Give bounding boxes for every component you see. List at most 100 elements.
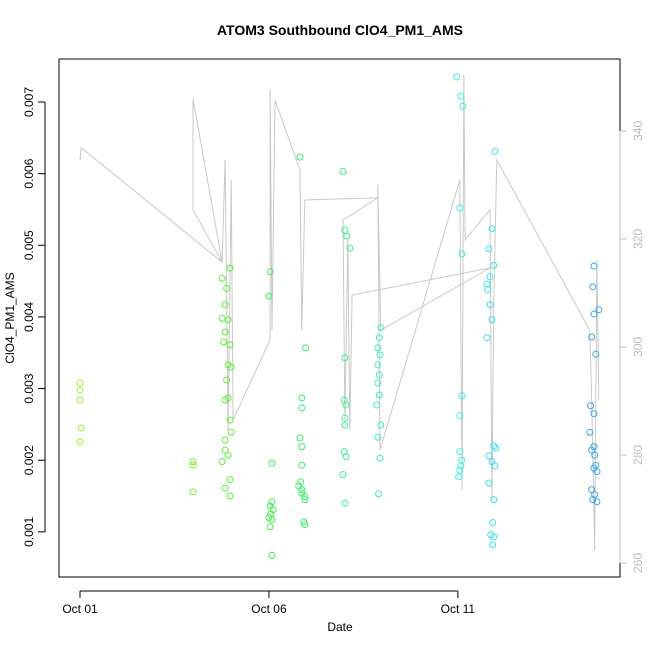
scatter-point bbox=[298, 443, 306, 451]
scatter-point bbox=[485, 479, 493, 487]
scatter-point bbox=[456, 466, 464, 474]
scatter-point bbox=[227, 363, 235, 371]
scatter-point bbox=[298, 394, 306, 402]
scatter-point bbox=[341, 421, 349, 429]
scatter-point bbox=[589, 283, 597, 291]
scatter-point bbox=[226, 476, 234, 484]
y2-tick-label: 340 bbox=[631, 121, 645, 141]
scatter-point bbox=[265, 292, 273, 300]
scatter-point bbox=[301, 493, 309, 501]
scatter-point bbox=[268, 552, 276, 560]
scatter-point bbox=[226, 264, 234, 272]
scatter-point bbox=[227, 428, 235, 436]
scatter-point bbox=[226, 492, 234, 500]
scatter-point bbox=[221, 446, 229, 454]
scatter-point bbox=[458, 392, 466, 400]
scatter-point bbox=[226, 341, 234, 349]
scatter-point bbox=[373, 401, 381, 409]
scatter-point bbox=[489, 541, 497, 549]
scatter-point bbox=[189, 458, 197, 466]
scatter-point bbox=[377, 421, 385, 429]
y-tick-label: 0.003 bbox=[22, 373, 36, 403]
y-tick-label: 0.007 bbox=[22, 87, 36, 117]
y-tick-label: 0.004 bbox=[22, 302, 36, 332]
scatter-point bbox=[595, 306, 603, 314]
scatter-point bbox=[268, 516, 276, 524]
scatter-point bbox=[456, 412, 464, 420]
scatter-point bbox=[486, 301, 494, 309]
scatter-point bbox=[376, 454, 384, 462]
scatter-point bbox=[589, 496, 597, 504]
scatter-point bbox=[221, 436, 229, 444]
scatter-point bbox=[223, 376, 231, 384]
scatter-point bbox=[590, 310, 598, 318]
scatter-point bbox=[266, 268, 274, 276]
y-tick-label: 0.006 bbox=[22, 158, 36, 188]
scatter-point bbox=[302, 344, 310, 352]
scatter-point bbox=[456, 448, 464, 456]
scatter-point bbox=[374, 344, 382, 352]
scatter-point bbox=[218, 274, 226, 282]
scatter-point bbox=[590, 262, 598, 270]
chart-title: ATOM3 Southbound ClO4_PM1_AMS bbox=[217, 22, 463, 38]
scatter-point bbox=[268, 459, 276, 467]
scatter-point bbox=[223, 284, 231, 292]
scatter-point bbox=[453, 73, 461, 81]
scatter-point bbox=[491, 147, 499, 155]
scatter-point bbox=[189, 488, 197, 496]
scatter-point bbox=[377, 324, 385, 332]
scatter-point bbox=[490, 261, 498, 269]
scatter-point bbox=[492, 444, 500, 452]
scatter-point bbox=[218, 458, 226, 466]
scatter-point bbox=[189, 461, 197, 469]
scatter-point bbox=[339, 471, 347, 479]
scatter-point bbox=[296, 153, 304, 161]
scatter-point bbox=[587, 402, 595, 410]
scatter-point bbox=[339, 167, 347, 175]
scatter-point bbox=[588, 333, 596, 341]
scatter-point bbox=[343, 232, 351, 240]
scatter-point bbox=[76, 396, 84, 404]
scatter-point bbox=[488, 225, 496, 233]
scatter-point bbox=[341, 499, 349, 507]
scatter-point bbox=[591, 451, 599, 459]
scatter-point bbox=[374, 379, 382, 387]
scatter-point bbox=[342, 453, 350, 461]
scatter-point bbox=[484, 286, 492, 294]
scatter-point bbox=[341, 354, 349, 362]
scatter-point bbox=[590, 443, 598, 451]
y2-tick-label: 260 bbox=[631, 553, 645, 573]
scatter-point bbox=[491, 462, 499, 470]
scatter-point bbox=[375, 334, 383, 342]
scatter-point bbox=[456, 204, 464, 212]
scatter-point bbox=[76, 438, 84, 446]
scatter-point bbox=[298, 461, 306, 469]
scatter-point bbox=[489, 519, 497, 527]
scatter-point bbox=[375, 391, 383, 399]
scatter-point bbox=[226, 416, 234, 424]
scatter-point bbox=[488, 316, 496, 324]
y-tick-label: 0.002 bbox=[22, 445, 36, 475]
scatter-point bbox=[458, 250, 466, 258]
scatter-point bbox=[346, 244, 354, 252]
x-tick-label: Oct 11 bbox=[441, 602, 476, 616]
scatter-point bbox=[76, 379, 84, 387]
scatter-point bbox=[374, 433, 382, 441]
scatter-point bbox=[593, 498, 601, 506]
scatter-point bbox=[459, 102, 467, 110]
scatter-point bbox=[490, 496, 498, 504]
scatter-point bbox=[485, 245, 493, 253]
scatter-point bbox=[341, 414, 349, 422]
scatter-point bbox=[375, 490, 383, 498]
x-tick-label: Oct 01 bbox=[62, 602, 98, 616]
y2-tick-label: 320 bbox=[631, 229, 645, 249]
y-tick-label: 0.001 bbox=[22, 517, 36, 547]
scatter-point bbox=[301, 521, 309, 529]
scatter-point bbox=[374, 361, 382, 369]
scatter-point bbox=[483, 334, 491, 342]
y2-tick-label: 280 bbox=[631, 445, 645, 465]
scatter-point bbox=[221, 328, 229, 336]
scatter-point bbox=[593, 468, 601, 476]
